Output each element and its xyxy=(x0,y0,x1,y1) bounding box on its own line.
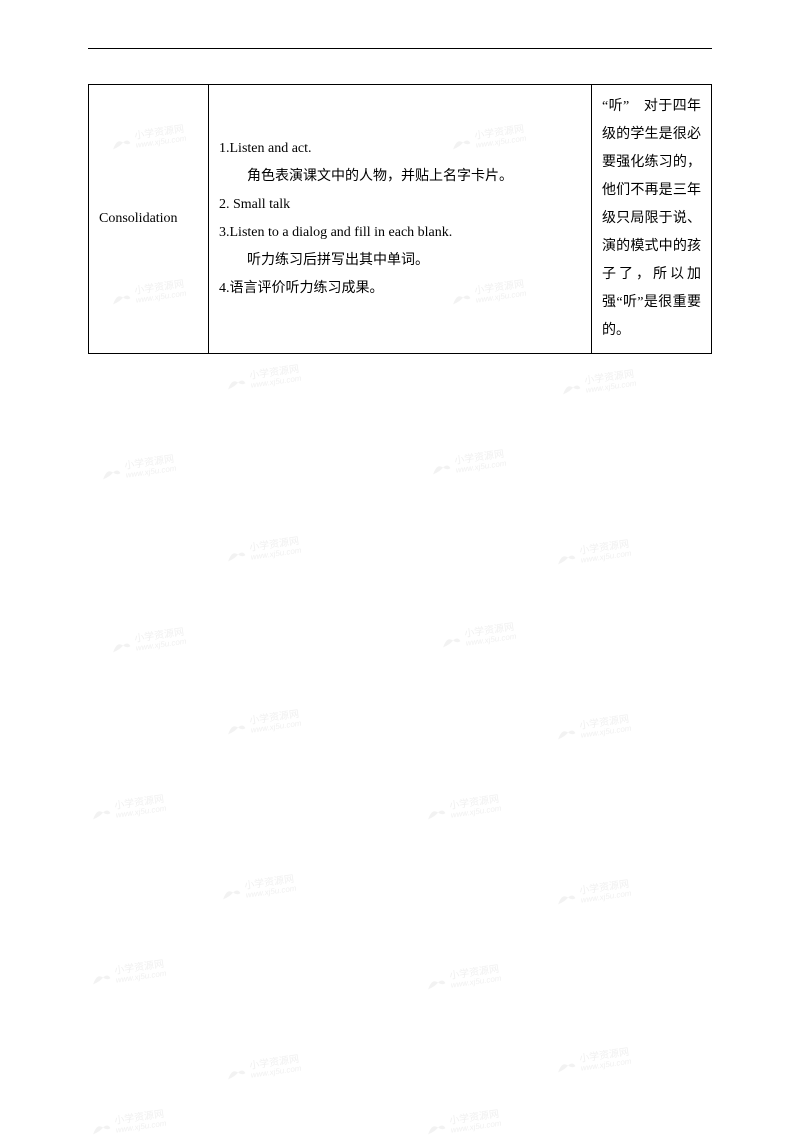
activity-item-2: 2. Small talk xyxy=(219,191,581,219)
watermark-logo: 小学资源网www.xj5u.com xyxy=(424,795,502,823)
watermark-logo: 小学资源网www.xj5u.com xyxy=(554,715,632,743)
activities-cell: 1.Listen and act. 角色表演课文中的人物，并贴上名字卡片。 2.… xyxy=(209,85,592,354)
activity-item-3: 3.Listen to a dialog and fill in each bl… xyxy=(219,219,581,247)
watermark-logo: 小学资源网www.xj5u.com xyxy=(224,365,302,393)
activity-item-4: 4.语言评价听力练习成果。 xyxy=(219,275,581,303)
watermark-logo: 小学资源网www.xj5u.com xyxy=(109,628,187,656)
notes-cell: “听” 对于四年级的学生是很必要强化练习的，他们不再是三年级只局限于说、演的模式… xyxy=(592,85,712,354)
watermark-logo: 小学资源网www.xj5u.com xyxy=(429,450,507,478)
watermark-logo: 小学资源网www.xj5u.com xyxy=(89,795,167,823)
stage-label: Consolidation xyxy=(99,211,178,226)
header-divider xyxy=(88,48,712,49)
watermark-logo: 小学资源网www.xj5u.com xyxy=(99,455,177,483)
stage-cell: Consolidation xyxy=(89,85,209,354)
watermark-logo: 小学资源网www.xj5u.com xyxy=(554,880,632,908)
watermark-logo: 小学资源网www.xj5u.com xyxy=(424,965,502,993)
activity-detail-3: 听力练习后拼写出其中单词。 xyxy=(219,247,581,275)
watermark-logo: 小学资源网www.xj5u.com xyxy=(224,1055,302,1083)
watermark-logo: 小学资源网www.xj5u.com xyxy=(424,1110,502,1138)
watermark-logo: 小学资源网www.xj5u.com xyxy=(554,1048,632,1076)
watermark-logo: 小学资源网www.xj5u.com xyxy=(89,960,167,988)
watermark-logo: 小学资源网www.xj5u.com xyxy=(224,537,302,565)
notes-text: “听” 对于四年级的学生是很必要强化练习的，他们不再是三年级只局限于说、演的模式… xyxy=(602,99,701,338)
activity-detail-1: 角色表演课文中的人物，并贴上名字卡片。 xyxy=(219,163,581,191)
watermark-logo: 小学资源网www.xj5u.com xyxy=(219,875,297,903)
watermark-logo: 小学资源网www.xj5u.com xyxy=(89,1110,167,1138)
watermark-logo: 小学资源网www.xj5u.com xyxy=(559,370,637,398)
table-row: Consolidation 1.Listen and act. 角色表演课文中的… xyxy=(89,85,712,354)
lesson-plan-table: Consolidation 1.Listen and act. 角色表演课文中的… xyxy=(88,84,712,354)
activity-item-1: 1.Listen and act. xyxy=(219,135,581,163)
watermark-logo: 小学资源网www.xj5u.com xyxy=(554,540,632,568)
watermark-logo: 小学资源网www.xj5u.com xyxy=(224,710,302,738)
watermark-logo: 小学资源网www.xj5u.com xyxy=(439,623,517,651)
